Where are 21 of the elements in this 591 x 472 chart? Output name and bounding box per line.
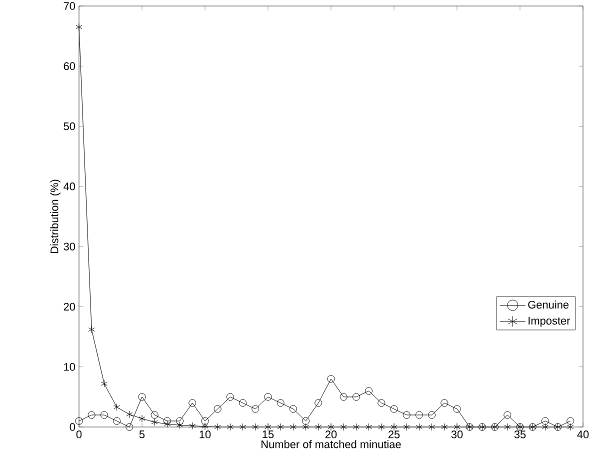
x-tick-label: 30 [451, 430, 463, 438]
y-tick-label: 10 [64, 362, 76, 371]
x-tick-label: 0 [76, 430, 82, 438]
x-tick-label: 25 [388, 430, 400, 438]
y-tick-label: 0 [70, 423, 76, 431]
x-tick-label: 10 [200, 430, 211, 438]
y-tick-label: 30 [64, 242, 76, 250]
legend-label: Genuine [528, 300, 569, 309]
y-tick-label: 20 [64, 302, 76, 311]
x-tick-label: 15 [262, 430, 274, 438]
y-tick-label: 40 [64, 182, 76, 190]
x-tick-label: 5 [139, 430, 145, 438]
y-axis-title: Distribution (%) [50, 180, 60, 254]
x-tick-label: 35 [514, 430, 526, 438]
y-tick-label: 70 [64, 2, 76, 10]
x-tick-label: 40 [577, 430, 589, 438]
x-axis-title: Number of matched minutiae [262, 440, 401, 448]
x-tick-label: 20 [325, 430, 337, 438]
y-tick-label: 60 [64, 62, 76, 70]
y-tick-label: 50 [64, 122, 76, 130]
legend-label: Imposter [528, 316, 570, 327]
